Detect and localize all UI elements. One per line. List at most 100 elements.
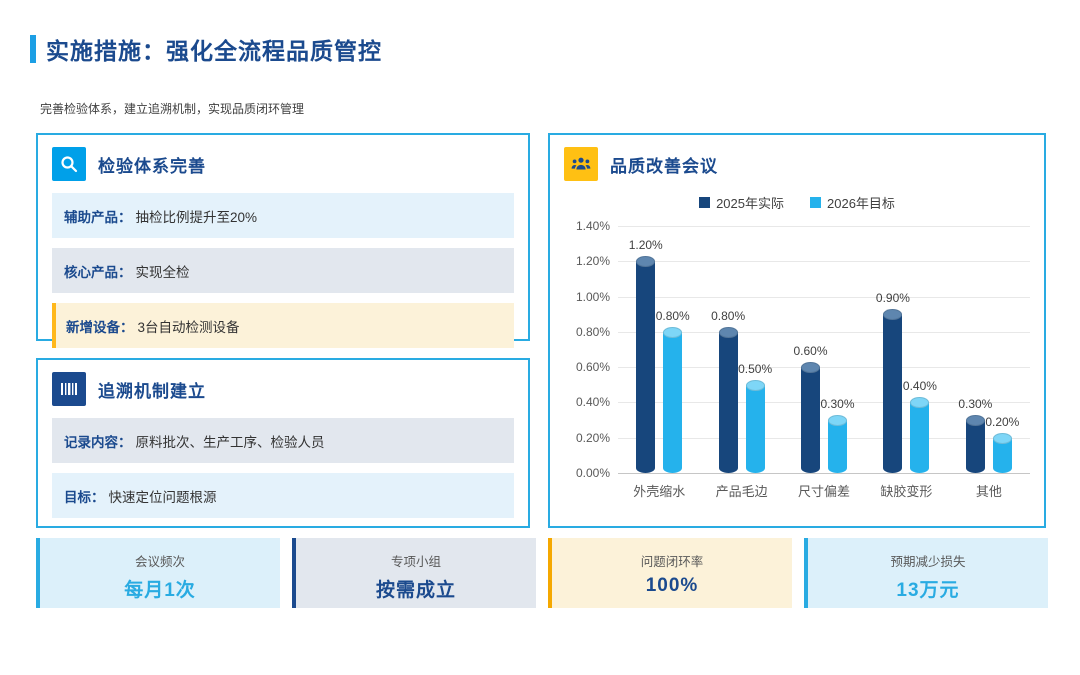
stat-value: 每月1次	[124, 580, 196, 601]
panel-traceability-header: 追溯机制建立	[52, 372, 514, 406]
legend-label: 2025年实际	[716, 196, 784, 211]
bar-value-label: 0.30%	[820, 397, 855, 412]
bar-group: 0.80% 0.50%	[700, 226, 782, 473]
bar-cap	[801, 362, 821, 374]
category-label: 外壳缩水	[633, 484, 686, 499]
info-row-aux-product: 辅助产品： 抽检比例提升至20%	[52, 193, 514, 238]
bar-value-label: 0.90%	[875, 291, 910, 306]
panel-traceability: 追溯机制建立 记录内容： 原料批次、生产工序、检验人员 目标： 快速定位问题根源	[36, 358, 530, 528]
gridline	[618, 367, 1030, 369]
panel-title: 品质改善会议	[610, 156, 718, 176]
bar-cap	[636, 256, 656, 268]
chart-groups: 1.20% 0.80% 0.80% 0.50% 0.60% 0.30% 0.90% 0.40%…	[618, 226, 1030, 473]
stat-special-team: 专项小组 按需成立	[292, 538, 536, 608]
bar-group: 0.30% 0.20%	[948, 226, 1030, 473]
category-label: 产品毛边	[715, 484, 768, 499]
category-label: 尺寸偏差	[798, 484, 851, 499]
bar: 0.80%	[711, 309, 745, 473]
info-row-record-content: 记录内容： 原料批次、生产工序、检验人员	[52, 418, 514, 463]
stat-label: 会议频次	[134, 555, 185, 569]
bar: 0.60%	[794, 344, 828, 473]
title-accent-bar	[30, 35, 36, 63]
stat-closure-rate: 问题闭环率 100%	[548, 538, 792, 608]
bar-cap	[965, 415, 985, 427]
title-block: 实施措施：强化全流程品质管控	[30, 32, 382, 66]
y-tick-label: 1.20%	[575, 254, 610, 269]
y-tick-label: 0.80%	[575, 324, 610, 339]
row-text: 快速定位问题根源	[108, 489, 217, 505]
bar-value-label: 0.50%	[738, 361, 773, 376]
y-tick-label: 0.20%	[575, 430, 610, 445]
stat-meeting-frequency: 会议频次 每月1次	[36, 538, 280, 608]
stat-value: 按需成立	[375, 580, 456, 601]
panel-title: 检验体系完善	[98, 156, 206, 176]
people-icon	[564, 147, 598, 181]
bar: 0.30%	[821, 397, 855, 473]
bar-group: 0.90% 0.40%	[865, 226, 947, 473]
panel-meeting-header: 品质改善会议	[564, 147, 1030, 181]
info-row-goal: 目标： 快速定位问题根源	[52, 473, 514, 518]
bar-value-label: 0.60%	[793, 344, 828, 359]
chart-y-axis: 1.40% 1.20% 1.00% 0.80% 0.60% 0.40% 0.20% 0.00%	[564, 219, 618, 480]
bar-cap	[992, 432, 1012, 444]
stat-label: 专项小组	[390, 555, 441, 569]
gridline	[618, 473, 1030, 474]
bar: 1.20%	[629, 238, 663, 473]
row-label: 核心产品：	[64, 264, 132, 280]
gridline	[618, 437, 1030, 439]
panel-title: 追溯机制建立	[98, 381, 206, 401]
legend-label: 2026年目标	[827, 196, 895, 211]
bar-cap	[718, 326, 738, 338]
y-tick-label: 0.00%	[575, 466, 610, 480]
bar: 0.90%	[876, 291, 910, 473]
page-title: 实施措施：强化全流程品质管控	[46, 38, 382, 64]
bar-chart: 1.40% 1.20% 1.00% 0.80% 0.60% 0.40% 0.20% 0.00%…	[564, 219, 1030, 480]
bar-value-label: 0.80%	[655, 308, 690, 323]
bar-cap	[828, 415, 848, 427]
search-icon	[52, 147, 86, 181]
bar-cap	[663, 326, 683, 338]
bar-value-label: 0.80%	[711, 308, 746, 323]
row-text: 原料批次、生产工序、检验人员	[135, 434, 325, 450]
chart-legend: 2025年实际 2026年目标	[564, 193, 1030, 212]
legend-item-2026: 2026年目标	[810, 193, 895, 212]
row-label: 辅助产品：	[64, 209, 132, 225]
bar-value-label: 0.20%	[985, 414, 1020, 429]
bar-value-label: 1.20%	[628, 238, 663, 253]
page-subtitle: 完善检验体系，建立追溯机制，实现品质闭环管理	[40, 102, 305, 116]
bar-group: 0.60% 0.30%	[783, 226, 865, 473]
stat-value: 100%	[645, 575, 699, 596]
info-row-new-equipment: 新增设备： 3台自动检测设备	[52, 303, 514, 348]
barcode-icon	[52, 372, 86, 406]
row-text: 3台自动检测设备	[137, 319, 240, 335]
bar: 0.50%	[738, 362, 772, 473]
y-tick-label: 1.00%	[575, 289, 610, 304]
stat-value: 13万元	[896, 580, 960, 601]
bar: 0.80%	[656, 309, 690, 473]
bar-cap	[910, 397, 930, 409]
panel-inspection: 检验体系完善 辅助产品： 抽检比例提升至20% 核心产品： 实现全检 新增设备：…	[36, 133, 530, 348]
bar: 0.40%	[903, 379, 937, 473]
row-label: 目标：	[64, 489, 105, 505]
category-label: 缺胶变形	[880, 484, 933, 499]
category-label: 其他	[975, 484, 1002, 499]
legend-swatch	[699, 197, 711, 208]
stat-label: 问题闭环率	[640, 555, 704, 569]
row-text: 抽检比例提升至20%	[135, 209, 258, 225]
row-text: 实现全检	[135, 264, 190, 280]
bar-group: 1.20% 0.80%	[618, 226, 700, 473]
legend-item-2025: 2025年实际	[699, 193, 784, 212]
panel-inspection-header: 检验体系完善	[52, 147, 514, 181]
row-label: 新增设备：	[66, 319, 134, 335]
bar: 0.30%	[958, 397, 992, 473]
bar: 0.20%	[985, 415, 1019, 473]
row-label: 记录内容：	[64, 434, 132, 450]
bar-value-label: 0.30%	[958, 397, 993, 412]
y-tick-label: 0.40%	[575, 395, 610, 410]
gridline	[618, 296, 1030, 298]
gridline	[618, 226, 1030, 227]
chart-categories: 外壳缩水 产品毛边 尺寸偏差 缺胶变形 其他	[618, 481, 1030, 500]
stat-expected-loss-reduction: 预期减少损失 13万元	[804, 538, 1048, 608]
bar-cap	[883, 309, 903, 321]
